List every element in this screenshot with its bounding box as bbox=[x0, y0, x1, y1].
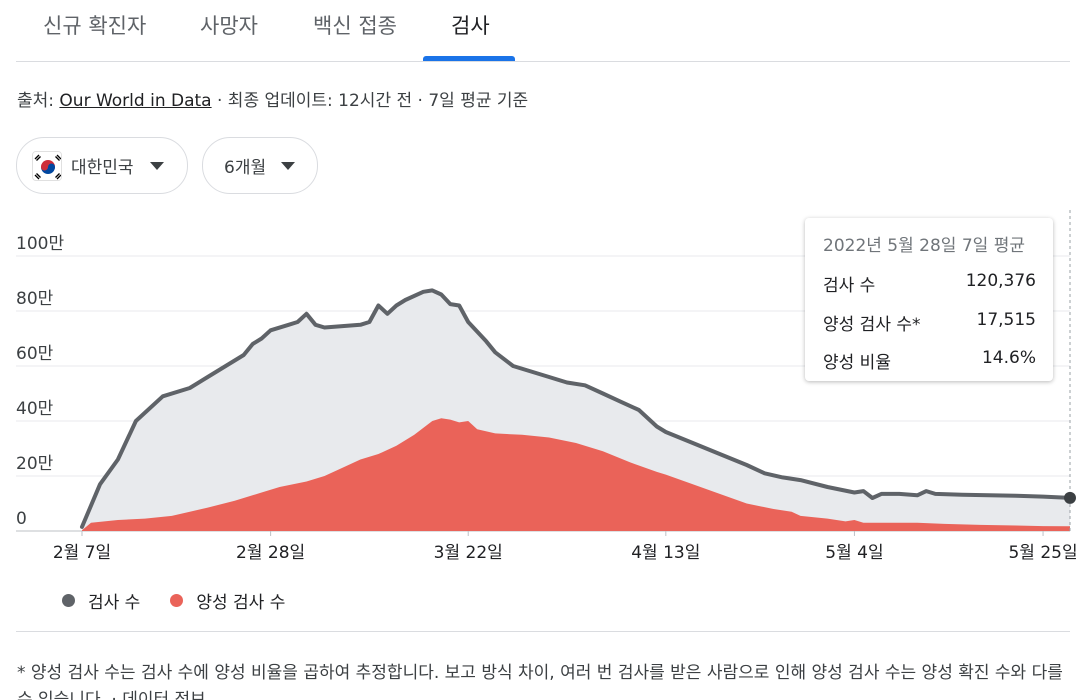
y-tick-label: 60만 bbox=[16, 344, 54, 364]
tooltip-value: 14.6% bbox=[981, 348, 1036, 368]
tests-area bbox=[82, 290, 1070, 531]
x-tick-label: 5월 4일 bbox=[825, 543, 883, 563]
legend-dot bbox=[62, 594, 75, 607]
tooltip-row-tests: 검사 수 120,376 bbox=[823, 271, 1036, 296]
positive-tests-area bbox=[82, 418, 1070, 531]
tab-deaths[interactable]: 사망자 bbox=[200, 14, 258, 38]
tab-vaccinations[interactable]: 백신 접종 bbox=[313, 14, 397, 38]
chart-legend: 검사 수 양성 검사 수 bbox=[62, 588, 315, 613]
tooltip-label: 양성 비율 bbox=[823, 353, 891, 373]
chevron-down-icon bbox=[281, 161, 296, 170]
country-select[interactable]: 대한민국 bbox=[16, 137, 188, 194]
source-prefix: 출처: bbox=[17, 91, 60, 111]
chevron-down-icon bbox=[149, 161, 164, 170]
active-tab-indicator bbox=[423, 56, 515, 61]
tests-chart[interactable]: 0 20만 40만 60만 80만 100만 2월 7일 2월 28일 3월 22일 4월 13… bbox=[0, 200, 1080, 580]
legend-item-positive[interactable]: 양성 검사 수 bbox=[170, 588, 285, 613]
x-tick-label: 2월 7일 bbox=[53, 543, 111, 563]
period-select[interactable]: 6개월 bbox=[202, 137, 318, 194]
source-link[interactable]: Our World in Data bbox=[59, 91, 212, 111]
tooltip-value: 120,376 bbox=[965, 271, 1036, 291]
source-suffix: · 최종 업데이트: 12시간 전 · 7일 평균 기준 bbox=[211, 91, 529, 111]
tab-bar: 신규 확진자 사망자 백신 접종 검사 bbox=[16, 0, 1070, 62]
y-tick-label: 100만 bbox=[16, 234, 64, 254]
hover-cursor bbox=[1064, 210, 1076, 531]
legend-label: 검사 수 bbox=[88, 593, 141, 613]
country-select-label: 대한민국 bbox=[71, 158, 134, 178]
y-tick-label: 20만 bbox=[16, 454, 54, 474]
x-tick-label: 4월 13일 bbox=[631, 543, 700, 563]
korea-flag-icon bbox=[32, 150, 62, 181]
tooltip-row-rate: 양성 비율 14.6% bbox=[823, 348, 1036, 373]
y-axis-labels: 0 20만 40만 60만 80만 100만 bbox=[16, 234, 64, 529]
tooltip-label: 검사 수 bbox=[823, 276, 876, 296]
tests-line bbox=[80, 288, 1072, 529]
tooltip-label: 양성 검사 수* bbox=[823, 315, 921, 335]
tooltip-row-positive: 양성 검사 수* 17,515 bbox=[823, 310, 1036, 335]
hover-point bbox=[1064, 491, 1076, 504]
tooltip-value: 17,515 bbox=[976, 310, 1036, 330]
legend-item-tests[interactable]: 검사 수 bbox=[62, 588, 140, 613]
chart-areas bbox=[80, 288, 1072, 531]
y-tick-label: 80만 bbox=[16, 289, 54, 309]
divider bbox=[16, 631, 1070, 632]
x-tick-label: 2월 28일 bbox=[236, 543, 305, 563]
legend-dot bbox=[170, 594, 184, 607]
tab-tests[interactable]: 검사 bbox=[451, 14, 490, 38]
y-tick-label: 40만 bbox=[16, 399, 54, 419]
tab-new-cases[interactable]: 신규 확진자 bbox=[43, 14, 147, 38]
x-axis-labels: 2월 7일 2월 28일 3월 22일 4월 13일 5월 4일 5월 25일 bbox=[53, 531, 1078, 563]
legend-label: 양성 검사 수 bbox=[196, 593, 286, 613]
x-tick-label: 3월 22일 bbox=[434, 543, 503, 563]
x-tick-label: 5월 25일 bbox=[1008, 543, 1077, 563]
footnote: * 양성 검사 수는 검사 수에 양성 비율을 곱하여 추정합니다. 보고 방식… bbox=[17, 663, 1063, 700]
y-tick-label: 0 bbox=[16, 509, 27, 529]
tooltip-title: 2022년 5월 28일 7일 평균 bbox=[823, 236, 1025, 256]
chart-tooltip: 2022년 5월 28일 7일 평균 검사 수 120,376 양성 검사 수*… bbox=[805, 218, 1053, 381]
period-select-label: 6개월 bbox=[224, 158, 267, 178]
source-line: 출처: Our World in Data · 최종 업데이트: 12시간 전 … bbox=[17, 86, 528, 111]
